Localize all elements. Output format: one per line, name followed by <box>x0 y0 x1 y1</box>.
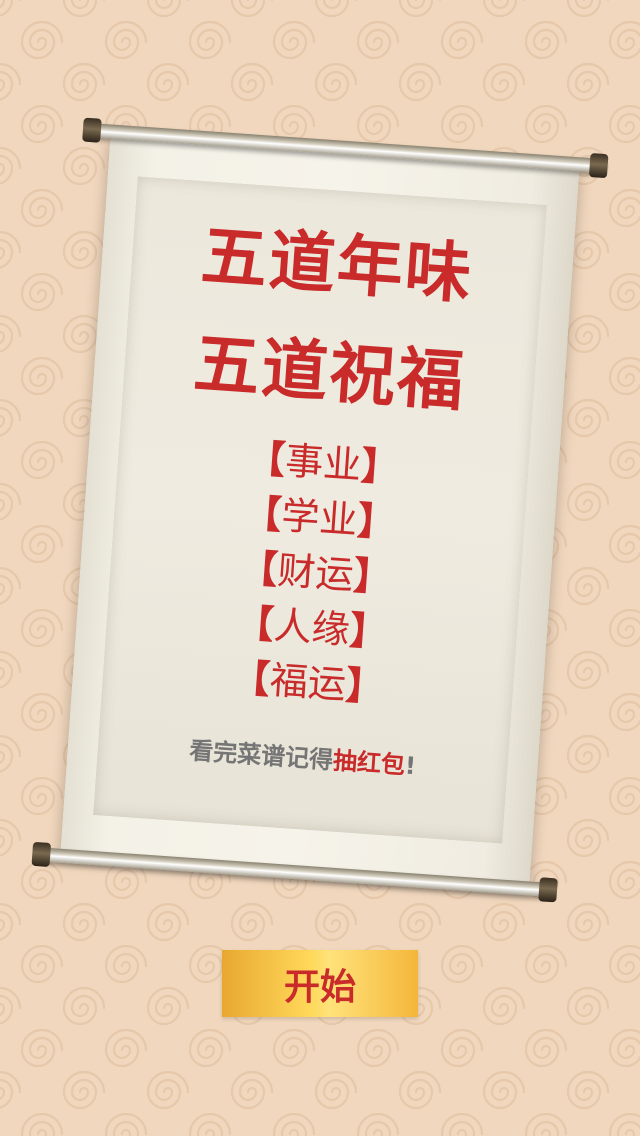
rod-end-cap <box>31 841 52 867</box>
tagline-prefix: 看完菜谱记得 <box>188 736 335 775</box>
red-envelope-tagline: 看完菜谱记得抽红包! <box>97 724 508 788</box>
rod-end-cap <box>538 877 558 903</box>
blessing-label: 事业 <box>283 438 363 488</box>
blessing-label: 学业 <box>279 493 359 543</box>
tagline-highlight: 抽红包 <box>332 746 406 780</box>
title-line-1: 五道年味 <box>198 217 476 313</box>
tagline-suffix: ! <box>403 751 417 781</box>
rod-end-cap <box>588 153 609 179</box>
hanging-scroll: 五道年味 五道祝福 【事业】 【学业】 【财运】 【人缘】 【福运】 看完菜谱记… <box>31 117 609 903</box>
title-line-2: 五道祝福 <box>191 324 468 421</box>
blessing-list: 【事业】 【学业】 【财运】 【人缘】 【福运】 <box>101 422 529 725</box>
blessing-label: 财运 <box>276 548 356 598</box>
scroll-panel: 五道年味 五道祝福 【事业】 【学业】 【财运】 【人缘】 【福运】 看完菜谱记… <box>93 176 547 844</box>
scroll-content: 五道年味 五道祝福 【事业】 【学业】 【财运】 【人缘】 【福运】 看完菜谱记… <box>93 176 547 843</box>
start-button[interactable]: 开始 <box>222 950 418 1017</box>
blessing-label: 人缘 <box>272 603 352 653</box>
blessing-label: 福运 <box>268 657 348 708</box>
scroll-paper: 五道年味 五道祝福 【事业】 【学业】 【财运】 【人缘】 【福运】 看完菜谱记… <box>60 134 580 886</box>
rod-end-cap <box>82 117 102 143</box>
